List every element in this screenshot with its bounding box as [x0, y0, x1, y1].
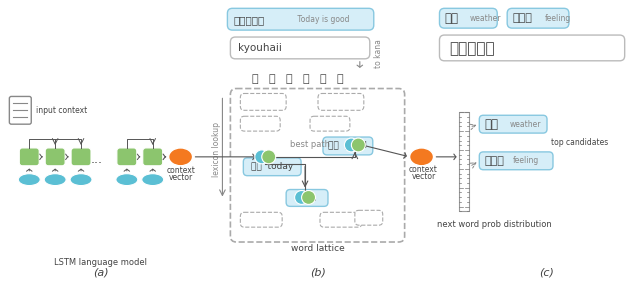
Text: vector: vector [412, 172, 436, 181]
Text: 天気: 天気 [444, 12, 458, 25]
Text: 今日  today: 今日 today [251, 162, 293, 171]
Text: next word prob distribution: next word prob distribution [437, 220, 552, 229]
Ellipse shape [410, 148, 433, 166]
FancyBboxPatch shape [479, 152, 553, 170]
Text: ...: ... [91, 153, 103, 166]
FancyBboxPatch shape [479, 115, 547, 133]
Text: 今日はいい: 今日はいい [234, 15, 264, 25]
Text: 天気: 天気 [484, 118, 499, 131]
Ellipse shape [169, 148, 193, 166]
FancyBboxPatch shape [143, 148, 163, 166]
Text: (b): (b) [310, 268, 326, 278]
FancyBboxPatch shape [227, 8, 374, 30]
FancyBboxPatch shape [243, 158, 301, 176]
Text: context: context [166, 166, 195, 175]
Ellipse shape [44, 174, 66, 185]
Text: feeling: feeling [545, 14, 572, 23]
Text: feeling: feeling [513, 156, 540, 165]
FancyBboxPatch shape [310, 116, 350, 131]
FancyBboxPatch shape [440, 35, 625, 61]
Text: LSTM language model: LSTM language model [54, 258, 147, 267]
Ellipse shape [351, 138, 365, 152]
FancyBboxPatch shape [45, 148, 65, 166]
Text: weather: weather [469, 14, 501, 23]
Ellipse shape [294, 191, 308, 204]
FancyBboxPatch shape [71, 148, 91, 166]
Text: (a): (a) [93, 268, 109, 278]
FancyBboxPatch shape [286, 189, 328, 206]
FancyBboxPatch shape [318, 93, 364, 110]
FancyBboxPatch shape [241, 93, 286, 110]
Text: 気持ち: 気持ち [512, 13, 532, 23]
Ellipse shape [301, 191, 316, 204]
FancyBboxPatch shape [241, 116, 280, 131]
FancyBboxPatch shape [230, 37, 370, 59]
Ellipse shape [116, 174, 138, 185]
Text: top candidates: top candidates [551, 138, 608, 147]
Text: い: い [337, 74, 343, 83]
Text: き: き [252, 74, 259, 83]
Bar [460, 112, 469, 211]
Text: は: は [303, 74, 309, 83]
Text: いい  good: いい good [328, 141, 367, 151]
Text: kyouhaii: kyouhaii [238, 43, 282, 53]
Text: word lattice: word lattice [291, 244, 344, 253]
Text: (c): (c) [540, 268, 554, 278]
Text: は  is: は is [298, 193, 316, 202]
Ellipse shape [70, 174, 92, 185]
Text: ょ: ょ [269, 74, 276, 83]
Text: weather: weather [509, 120, 541, 129]
FancyBboxPatch shape [320, 212, 362, 227]
FancyBboxPatch shape [440, 8, 497, 28]
FancyBboxPatch shape [117, 148, 137, 166]
Text: 今日はいい: 今日はいい [449, 41, 495, 56]
Ellipse shape [255, 150, 269, 164]
FancyBboxPatch shape [10, 97, 31, 124]
Ellipse shape [262, 150, 276, 164]
Text: context: context [409, 165, 438, 174]
Ellipse shape [19, 174, 40, 185]
Text: い: い [319, 74, 326, 83]
Text: best path: best path [290, 140, 330, 149]
Ellipse shape [142, 174, 164, 185]
FancyBboxPatch shape [241, 212, 282, 227]
Text: lexicon lookup: lexicon lookup [212, 122, 221, 178]
FancyBboxPatch shape [323, 137, 372, 155]
Ellipse shape [344, 138, 358, 152]
FancyBboxPatch shape [355, 210, 383, 225]
Text: vector: vector [168, 173, 193, 182]
FancyBboxPatch shape [507, 8, 569, 28]
Text: to kana: to kana [374, 39, 383, 68]
Text: 気持ち: 気持ち [484, 156, 504, 166]
Text: Today is good: Today is good [295, 15, 349, 24]
Text: う: う [286, 74, 292, 83]
Text: input context: input context [36, 106, 88, 115]
FancyBboxPatch shape [19, 148, 39, 166]
